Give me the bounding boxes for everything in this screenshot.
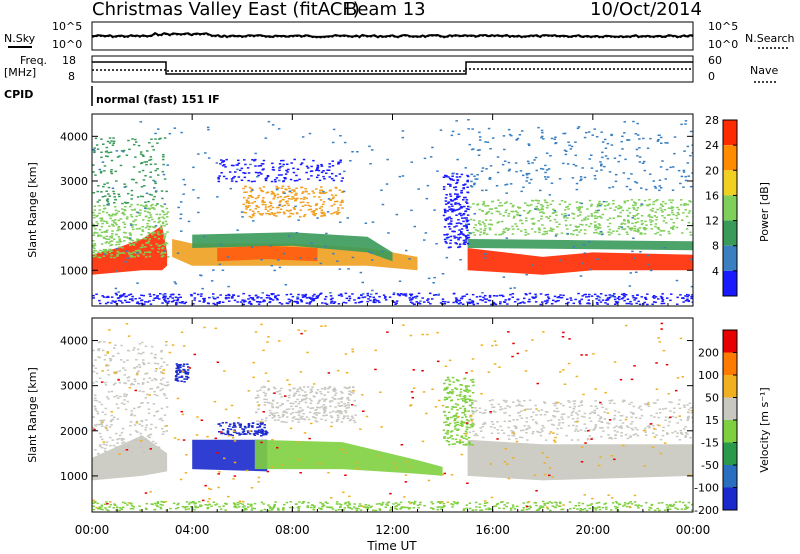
velocity-colorbar-segment: [723, 442, 737, 465]
power-colorbar-segment: [723, 270, 737, 296]
power-colorbar: 4 8 12 16 20 24 28: [705, 114, 738, 297]
time-tick-label: 00:00: [75, 523, 110, 537]
velocity-colorbar-tick-label: 100: [698, 369, 719, 382]
power-colorbar-tick-label: 8: [712, 240, 719, 253]
power-colorbar-segment: [723, 195, 737, 221]
noise-left-tick-top: 10^5: [52, 20, 82, 33]
time-tick-label: 16:00: [475, 523, 510, 537]
noise-panel: N.Sky 10^5 10^0 10^5 10^0 N.Search: [4, 20, 795, 51]
power-colorbar-label: Power [dB]: [758, 182, 771, 242]
cpid-text: normal (fast) 151 IF: [96, 93, 220, 106]
velocity-colorbar-segment: [723, 397, 737, 420]
velocity-y-axis-label: Slant Range [km]: [26, 367, 39, 463]
velocity-colorbar-segment: [723, 330, 737, 353]
noise-right-tick-top: 10^5: [708, 20, 738, 33]
power-data: [92, 119, 693, 306]
beam-label: Beam 13: [345, 0, 426, 20]
velocity-colorbar-tick-label: -15: [701, 437, 719, 450]
time-tick-label: 08:00: [275, 523, 310, 537]
n-sky-label: N.Sky: [4, 32, 36, 45]
time-tick-label: 04:00: [175, 523, 210, 537]
time-tick-label: 20:00: [576, 523, 611, 537]
velocity-colorbar-tick-label: -100: [694, 482, 719, 495]
velocity-colorbar-segment: [723, 352, 737, 375]
power-colorbar-tick-label: 24: [705, 139, 719, 152]
velocity-colorbar: 200 100 50 15 -15 -50 -100 -200: [694, 329, 738, 517]
power-y-tick-label: 4000: [60, 130, 88, 143]
power-y-tick-label: 1000: [60, 264, 88, 277]
velocity-colorbar-label: Velocity [m s⁻¹]: [758, 387, 771, 472]
nave-tick-bottom: 0: [708, 70, 715, 83]
cpid-label: CPID: [4, 88, 33, 101]
noise-left-tick-bottom: 10^0: [52, 38, 82, 51]
velocity-panel: 1000 2000 3000 4000 Slant Range [km] 200 100…: [26, 317, 771, 517]
power-colorbar-segment: [723, 245, 737, 271]
power-y-tick-label: 3000: [60, 175, 88, 188]
velocity-colorbar-tick-label: -50: [701, 459, 719, 472]
power-colorbar-tick-label: 12: [705, 215, 719, 228]
nave-label: Nave: [750, 64, 778, 77]
freq-tick-top: 18: [62, 54, 76, 67]
velocity-colorbar-segment: [723, 465, 737, 488]
date-label: 10/Oct/2014: [590, 0, 702, 20]
power-y-axis-label: Slant Range [km]: [26, 162, 39, 258]
power-colorbar-tick-label: 4: [712, 265, 719, 278]
power-colorbar-segment: [723, 120, 737, 146]
time-tick-label: 00:00: [676, 523, 711, 537]
frequency-panel: Freq. [MHz] 18 8 60 0 Nave CPID normal (…: [4, 54, 778, 106]
freq-label: Freq.: [20, 54, 47, 67]
velocity-y-tick-label: 3000: [60, 380, 88, 393]
freq-tick-bottom: 8: [68, 70, 75, 83]
velocity-colorbar-segment: [723, 487, 737, 510]
time-tick-label: 12:00: [375, 523, 410, 537]
nave-tick-top: 60: [708, 54, 722, 67]
power-colorbar-tick-label: 20: [705, 164, 719, 177]
velocity-y-tick-label: 1000: [60, 470, 88, 483]
power-panel: 1000 2000 3000 4000 Slant Range [km] 4 8 12 16…: [26, 113, 771, 307]
power-y-tick-label: 2000: [60, 220, 88, 233]
noise-right-tick-bottom: 10^0: [708, 38, 738, 51]
power-colorbar-segment: [723, 170, 737, 196]
power-colorbar-tick-label: 28: [705, 114, 719, 127]
velocity-data: [92, 322, 693, 512]
n-search-label: N.Search: [745, 32, 795, 45]
time-axis: 00:00 04:00 08:00 12:00 16:00 20:00 00:00: [75, 114, 711, 537]
plot-title: Christmas Valley East (fitACF): [92, 0, 360, 20]
power-colorbar-tick-label: 16: [705, 189, 719, 202]
velocity-colorbar-tick-label: 50: [705, 392, 719, 405]
velocity-colorbar-segment: [723, 375, 737, 398]
velocity-y-tick-label: 2000: [60, 425, 88, 438]
velocity-colorbar-tick-label: -200: [694, 504, 719, 517]
velocity-colorbar-tick-label: 15: [705, 414, 719, 427]
velocity-y-tick-label: 4000: [60, 335, 88, 348]
power-colorbar-segment: [723, 145, 737, 171]
freq-unit-label: [MHz]: [4, 66, 36, 79]
power-colorbar-segment: [723, 220, 737, 246]
x-axis-label: Time UT: [366, 539, 417, 553]
velocity-colorbar-segment: [723, 420, 737, 443]
velocity-colorbar-tick-label: 200: [698, 347, 719, 360]
